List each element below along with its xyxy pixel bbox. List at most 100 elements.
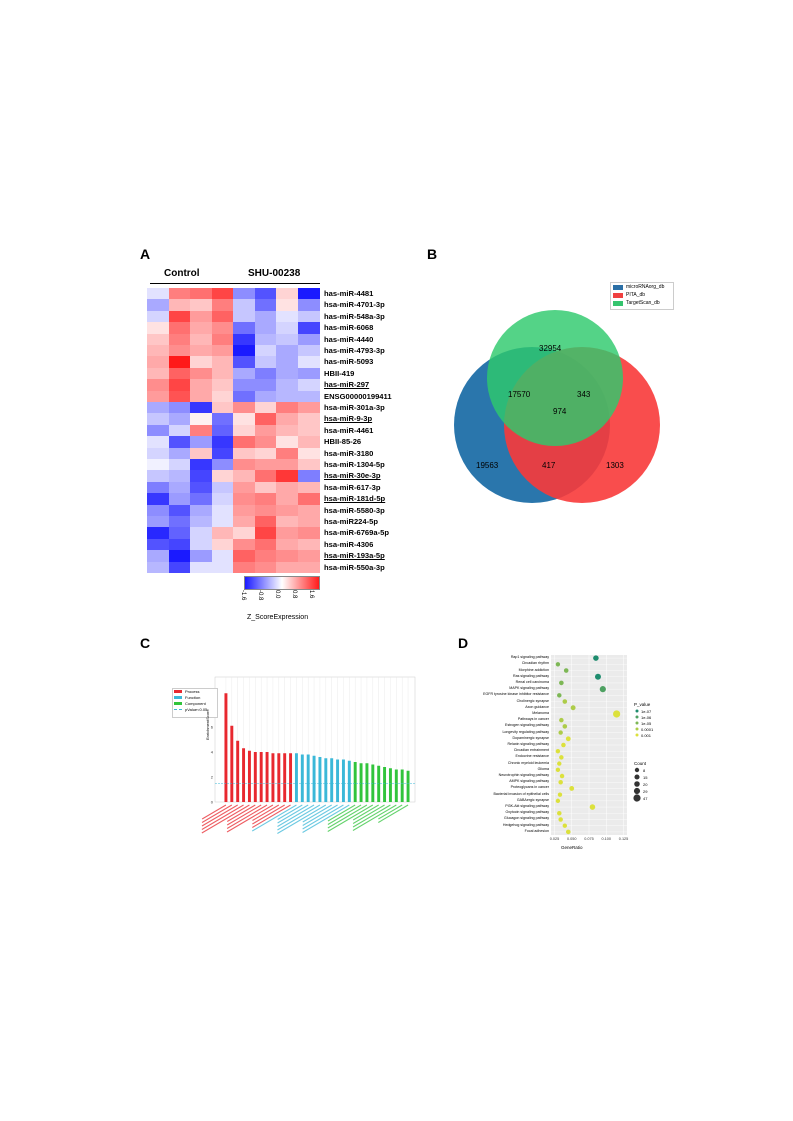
heatmap-cell: [190, 356, 212, 369]
dot-category-label: Focal adhesion: [524, 828, 549, 833]
heatmap-row-label: hsa-miR-301a-3p: [324, 403, 385, 412]
heatmap-cell: [233, 379, 255, 392]
heatmap-cell: [276, 481, 298, 494]
heatmap-cell: [297, 413, 320, 426]
bar-x-tick-label: [226, 804, 256, 822]
heatmap-cell: [168, 356, 191, 369]
heatmap-cell: [254, 367, 277, 380]
heatmap-cell: [297, 436, 320, 449]
bar: [336, 759, 340, 802]
heatmap-cell: [297, 459, 320, 471]
dot-category-label: GABAergic synapse: [516, 797, 549, 802]
heatmap-cell: [147, 345, 169, 357]
dot: [559, 773, 565, 779]
heatmap-cell: [168, 527, 191, 540]
bar-x-tick-label: [252, 804, 285, 825]
dot: [559, 755, 564, 760]
heatmap-cell: [276, 390, 298, 403]
heatmap-cell: [233, 288, 255, 300]
heatmap-cell: [297, 390, 320, 403]
heatmap-cell: [168, 516, 191, 528]
venn-legend-item-pita: PITA_db: [613, 292, 645, 298]
heatmap-cell: [211, 447, 234, 460]
heatmap-cell: [211, 504, 234, 517]
heatmap-row-label: hsa-miR-6769a-5p: [324, 528, 389, 538]
dot-category-label: EGFR tyrosine kinase inhibitor resistanc…: [483, 692, 549, 697]
heatmap-cell: [254, 310, 277, 323]
heatmap-cell: [147, 550, 169, 563]
bar-x-tick-label: [302, 804, 344, 830]
heatmap-cell: [276, 379, 298, 392]
dot-legend-count-label: 47: [643, 796, 648, 801]
heatmap-cell: [211, 493, 234, 506]
heatmap-cell: [190, 436, 212, 449]
heatmap-cell: [297, 481, 320, 494]
dot: [613, 710, 621, 718]
heatmap-row-label: hsa-miR-181d-5p: [324, 494, 386, 504]
heatmap-cell: [211, 538, 234, 551]
heatmap-cell: [190, 424, 212, 437]
heatmap-cell: [147, 379, 169, 392]
dot-category-label: MAPK signaling pathway: [509, 686, 549, 691]
dot-category-label: Estrogen signaling pathway: [505, 723, 549, 728]
venn-legend-item-targetscan: TargetScan_db: [613, 300, 660, 306]
dot-category-label: Pathways in cancer: [517, 717, 549, 722]
heatmap-cell: [168, 402, 191, 414]
heatmap-cell: [297, 538, 320, 551]
dot-legend-pvalue-label: 0.0001: [641, 727, 654, 732]
heatmap-cell: [168, 447, 191, 460]
heatmap-cell: [233, 493, 255, 506]
heatmap-cell: [276, 367, 298, 380]
heatmap-cell: [211, 333, 234, 346]
heatmap-cell: [233, 356, 255, 369]
colorbar-tick-label: 0.0: [274, 590, 280, 599]
bar: [271, 753, 275, 802]
dot: [555, 798, 561, 804]
heatmap-cell: [168, 413, 191, 426]
heatmap-cell: [147, 459, 169, 471]
heatmap-cell: [190, 413, 212, 426]
bar-x-tick-label: [378, 804, 403, 820]
heatmap-cell: [254, 538, 277, 551]
dot-category-label: Morphine addiction: [518, 667, 549, 672]
heatmap-cell: [254, 424, 277, 437]
bar-y-tick: 4: [211, 750, 214, 755]
heatmap-cell: [276, 333, 298, 346]
heatmap-row-label: hsa-miR-4306: [324, 539, 374, 549]
heatmap-row-label: has-miR-4440: [324, 334, 374, 344]
dot: [555, 767, 561, 773]
heatmap-row-label: hsa-miR-3180: [324, 448, 374, 458]
bar: [330, 758, 334, 802]
bar: [388, 768, 392, 802]
bar-x-tick-label: [327, 804, 374, 832]
dot-category-label: Melanoma: [532, 710, 549, 715]
dot-legend-size: [634, 781, 640, 787]
venn-count-mirna-pita: 417: [542, 461, 556, 470]
heatmap-cell: [168, 345, 191, 357]
heatmap-cell: [211, 470, 234, 483]
heatmap-cell: [297, 288, 320, 300]
heatmap-cell: [190, 538, 212, 551]
dot-legend-swatch: [635, 715, 639, 719]
dot-plot-area: [551, 655, 627, 835]
heatmap-cell: [168, 493, 191, 506]
heatmap-cell: [254, 402, 277, 414]
venn-count-target-only: 32954: [539, 344, 562, 353]
heatmap-row-label: has-miR-5093: [324, 357, 374, 367]
heatmap-cell: [297, 367, 320, 380]
dot: [555, 749, 561, 754]
heatmap-cell: [233, 538, 255, 551]
bar-x-tick-label: [277, 804, 309, 824]
heatmap-cell: [233, 345, 255, 357]
bar-x-tick-label: [201, 804, 250, 834]
heatmap-cell: [297, 493, 320, 506]
dot-category-label: AMPK signaling pathway: [509, 779, 549, 784]
heatmap-cell: [168, 367, 191, 380]
venn-count-mirna-only: 19563: [476, 461, 499, 470]
bar-plot-area: [214, 676, 416, 803]
bar-x-tick-label: [378, 804, 409, 823]
bar: [371, 764, 375, 802]
dot-category-label: Chronic myeloid leukemia: [507, 760, 549, 765]
bar: [259, 752, 263, 802]
